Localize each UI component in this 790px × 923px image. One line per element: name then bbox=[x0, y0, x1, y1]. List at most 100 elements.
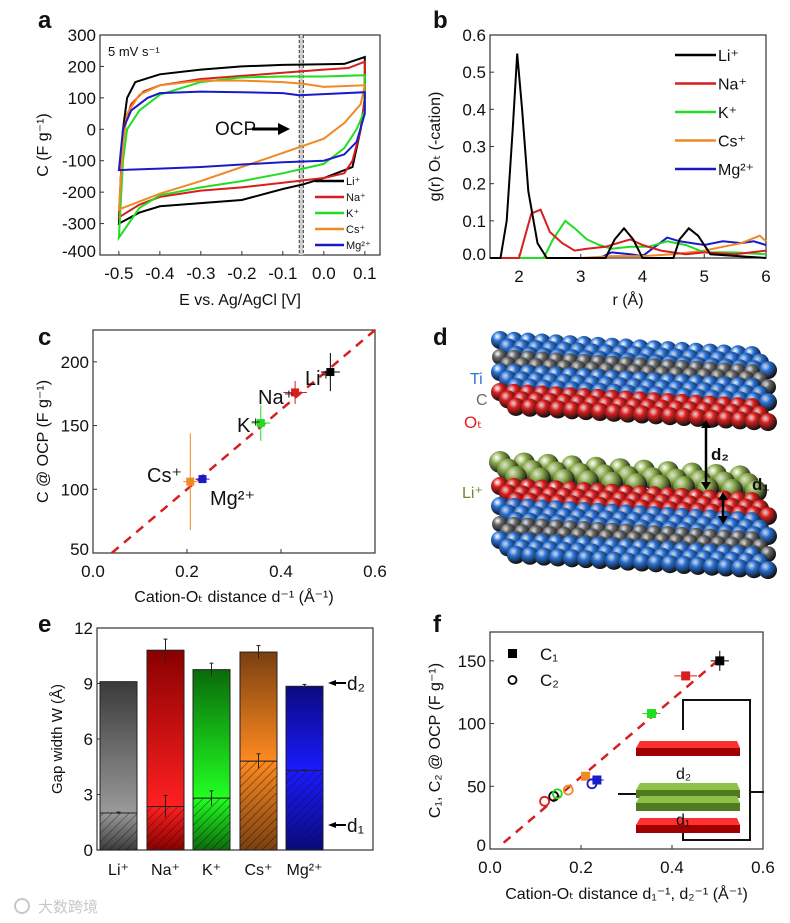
y-tick-label: 0 bbox=[477, 836, 486, 855]
fit-line bbox=[110, 329, 376, 554]
y-tick-label: 150 bbox=[61, 417, 89, 436]
x-axis-label: E vs. Ag/AgCl [V] bbox=[179, 292, 301, 309]
y-tick-label: 0.6 bbox=[462, 26, 486, 45]
label-ot: Oₜ bbox=[464, 413, 482, 432]
cv-curve-Mg bbox=[117, 90, 366, 172]
data-point-Li: Li⁺ bbox=[305, 352, 340, 392]
panel-label-b: b bbox=[433, 7, 448, 34]
legend-label-Na: Na⁺ bbox=[346, 192, 366, 204]
d2-arrow-head bbox=[701, 420, 711, 428]
panel-f-axes: 0.0 0.2 0.4 0.6 0 50 100 150 Cation-Oₜ distance … bbox=[427, 631, 775, 903]
ti-atom bbox=[759, 561, 777, 580]
bar-d2-segment bbox=[285, 685, 324, 771]
o-atom bbox=[745, 412, 763, 431]
ti-atom bbox=[675, 556, 693, 575]
y-tick-label: -300 bbox=[62, 215, 96, 234]
o-atom bbox=[591, 403, 609, 421]
x-tick-label: 0.1 bbox=[353, 264, 377, 283]
legend-b: Li⁺ Na⁺ K⁺ Cs⁺ Mg²⁺ bbox=[675, 48, 754, 179]
x-tick-label: 0.4 bbox=[660, 858, 684, 877]
category-label-Na: Na⁺ bbox=[151, 862, 180, 879]
x-tick-label: -0.5 bbox=[104, 264, 133, 283]
watermark-logo-icon bbox=[14, 898, 30, 914]
o-atom bbox=[521, 398, 539, 417]
inset-red-slab-top bbox=[636, 818, 740, 825]
legend-circle-marker bbox=[507, 675, 518, 685]
y-tick-label: 0.5 bbox=[462, 63, 486, 82]
x-tick-label: -0.2 bbox=[227, 264, 256, 283]
ti-atom bbox=[521, 546, 539, 565]
o-atom bbox=[605, 403, 623, 422]
panel-e-axes: 0 3 6 9 12 Gap width W (Å) bbox=[49, 619, 374, 860]
o-atom bbox=[535, 399, 553, 418]
square-marker bbox=[256, 419, 265, 428]
y-axis-label: g(r) Oₜ (-cation) bbox=[427, 92, 444, 202]
d1-arrow-head bbox=[718, 516, 728, 524]
legend-label-Mg: Mg²⁺ bbox=[346, 240, 371, 252]
y-tick-label: 9 bbox=[84, 675, 93, 694]
ti-atom bbox=[661, 555, 679, 574]
panel-label-c: c bbox=[38, 324, 51, 351]
ti-atom bbox=[563, 549, 581, 568]
y-tick-label: 0.3 bbox=[462, 138, 486, 157]
c1-point-K bbox=[642, 709, 661, 719]
bar-group-K: K⁺ bbox=[192, 662, 231, 879]
plot-frame bbox=[92, 329, 376, 554]
point-label-Li: Li⁺ bbox=[305, 368, 331, 390]
square-marker bbox=[581, 771, 591, 781]
legend-label-K: K⁺ bbox=[718, 105, 737, 122]
legend-label-Na: Na⁺ bbox=[718, 77, 747, 94]
bar-d2-segment bbox=[192, 669, 231, 799]
square-marker bbox=[592, 775, 602, 785]
c1-point-Cs bbox=[581, 771, 591, 781]
ti-atom bbox=[535, 547, 553, 566]
point-label-K: K⁺ bbox=[237, 415, 261, 437]
inset-green-slab bbox=[636, 790, 740, 798]
inset-diagram: d₂ d₁ bbox=[618, 699, 764, 841]
x-tick-label: 0.6 bbox=[363, 562, 387, 581]
legend-a: Li⁺ Na⁺ K⁺ Cs⁺ Mg²⁺ bbox=[315, 176, 371, 252]
bar-d1-hatch bbox=[100, 813, 137, 850]
panel-b-axes: 2 3 4 5 6 0.0 0.1 0.2 0.3 0.4 0.5 0.6 r (Å) g(r) Oₜ (… bbox=[427, 26, 771, 309]
y-tick-label: 0 bbox=[84, 841, 93, 860]
legend-label-K: K⁺ bbox=[346, 208, 359, 220]
x-tick-label: 0.0 bbox=[478, 858, 502, 877]
ti-atom bbox=[577, 550, 595, 569]
c1-point-Na bbox=[674, 671, 698, 681]
x-tick-label: 0.6 bbox=[751, 858, 775, 877]
y-tick-label: 0 bbox=[87, 120, 96, 139]
y-tick-label: 100 bbox=[68, 89, 96, 108]
c2-point-K bbox=[551, 788, 563, 800]
ocp-arrow-head bbox=[278, 123, 290, 135]
label-d2: d₂ bbox=[711, 445, 729, 464]
x-tick-label: 4 bbox=[638, 267, 647, 286]
y-tick-label: 50 bbox=[467, 777, 486, 796]
y-tick-label: 100 bbox=[458, 715, 486, 734]
ti-atom bbox=[731, 559, 749, 578]
inset-green-slab-top bbox=[636, 783, 740, 790]
legend-f: C₁ C₂ bbox=[507, 645, 559, 690]
y-tick-label: 100 bbox=[61, 480, 89, 499]
plot-frame bbox=[99, 34, 381, 256]
data-point-Cs: Cs⁺ bbox=[147, 433, 198, 531]
data-point-K: K⁺ bbox=[237, 405, 271, 441]
bar-d2-segment bbox=[146, 649, 185, 808]
marker-label: d₂ bbox=[347, 674, 365, 695]
y-axis-label: C₁, C₂ @ OCP (F g⁻¹) bbox=[427, 663, 444, 818]
ti-atom bbox=[605, 551, 623, 570]
x-tick-label: -0.3 bbox=[186, 264, 215, 283]
legend-label-Mg: Mg²⁺ bbox=[718, 162, 754, 179]
x-tick-label: -0.4 bbox=[145, 264, 174, 283]
panel-c-axes: 0.0 0.2 0.4 0.6 50 100 150 200 Cation-Oₜ distanc… bbox=[35, 329, 387, 606]
rdf-curve-Na bbox=[490, 208, 767, 259]
y-tick-label: 200 bbox=[68, 57, 96, 76]
x-tick-label: 2 bbox=[514, 267, 523, 286]
legend-label-Cs: Cs⁺ bbox=[346, 224, 365, 236]
y-tick-label: 0.2 bbox=[462, 175, 486, 194]
x-axis-label: r (Å) bbox=[612, 290, 643, 309]
point-label-Mg: Mg²⁺ bbox=[210, 488, 255, 510]
legend-square-marker bbox=[508, 649, 517, 658]
legend-label-Cs: Cs⁺ bbox=[718, 134, 746, 151]
ti-atom bbox=[507, 545, 525, 564]
x-tick-label: 5 bbox=[700, 267, 709, 286]
